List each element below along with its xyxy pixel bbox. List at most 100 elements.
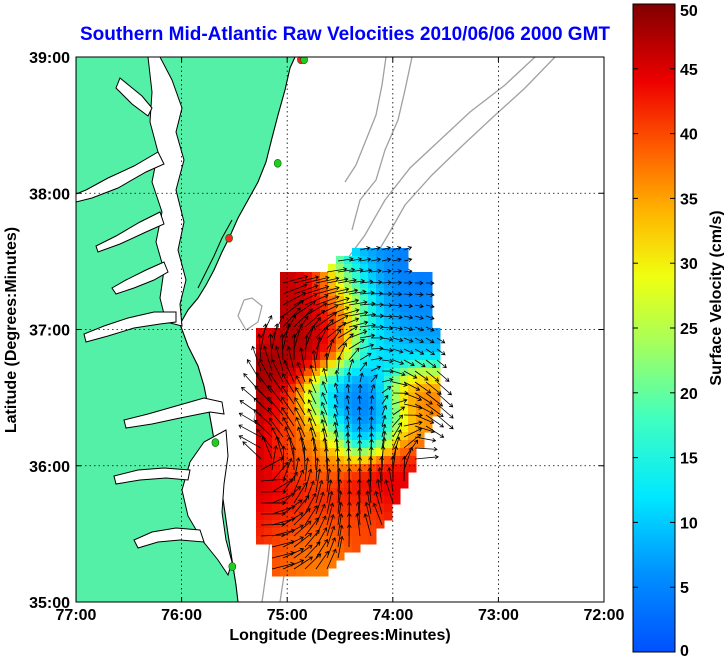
velocity-cell	[328, 496, 337, 505]
velocity-vector	[282, 323, 291, 350]
velocity-cell	[312, 480, 321, 489]
velocity-cell	[296, 552, 305, 561]
velocity-cell	[352, 496, 361, 505]
velocity-cell	[392, 496, 401, 505]
velocity-vector	[242, 441, 262, 460]
velocity-cell	[432, 368, 441, 377]
velocity-cell	[424, 312, 433, 321]
velocity-cell	[352, 472, 361, 481]
velocity-cell	[392, 416, 401, 425]
velocity-cell	[256, 416, 265, 425]
velocity-vector	[381, 404, 387, 416]
velocity-vector	[315, 276, 340, 284]
velocity-vector	[359, 268, 373, 274]
velocity-cell	[264, 512, 273, 521]
velocity-vector	[268, 333, 273, 361]
velocity-vector	[414, 337, 424, 343]
velocity-cell	[320, 560, 329, 569]
velocity-vector	[337, 490, 343, 515]
velocity-vector	[370, 291, 384, 296]
velocity-vector	[370, 268, 382, 274]
velocity-cell	[400, 352, 409, 361]
velocity-cell	[400, 416, 409, 425]
velocity-cell	[416, 320, 425, 329]
velocity-cell	[360, 464, 369, 473]
velocity-vector	[348, 358, 355, 372]
velocity-cell	[288, 344, 297, 353]
velocity-cell	[312, 360, 321, 369]
velocity-vector	[315, 491, 325, 515]
bay-upper-arm	[115, 77, 153, 117]
velocity-cell	[312, 304, 321, 313]
velocity-cell	[352, 528, 361, 537]
velocity-cell	[320, 384, 329, 393]
velocity-vector	[254, 419, 273, 438]
velocity-vector	[415, 280, 424, 286]
x-axis-ticks: 77:00 76:00 75:00 74:00 73:00 72:00	[56, 57, 625, 624]
velocity-cell	[368, 288, 377, 297]
velocity-vector	[281, 385, 295, 405]
velocity-vector	[258, 358, 273, 383]
velocity-cell	[320, 296, 329, 305]
velocity-cell	[288, 456, 297, 465]
velocity-vector	[381, 257, 392, 263]
velocity-cell	[296, 456, 305, 465]
velocity-vector	[414, 292, 424, 297]
velocity-cell	[304, 560, 313, 569]
velocity-cell	[368, 336, 377, 345]
velocity-cell	[264, 504, 273, 513]
velocity-cell	[368, 472, 377, 481]
velocity-cell	[384, 360, 393, 369]
velocity-vector	[381, 377, 394, 383]
velocity-cell	[368, 416, 377, 425]
velocity-cell	[304, 568, 313, 577]
velocity-cell	[384, 472, 393, 481]
velocity-cell	[272, 384, 281, 393]
velocity-cell	[296, 352, 305, 361]
velocity-cell	[368, 456, 377, 465]
velocity-vector	[425, 337, 435, 344]
velocity-vector	[326, 296, 350, 306]
velocity-cell	[304, 416, 313, 425]
velocity-cell	[392, 328, 401, 337]
velocity-vector	[425, 326, 435, 332]
velocity-cell	[296, 480, 305, 489]
velocity-vector	[372, 502, 383, 526]
velocity-cell	[368, 520, 377, 529]
velocity-vector	[337, 298, 360, 306]
x-tick-label: 76:00	[161, 607, 202, 624]
velocity-cell	[336, 520, 345, 529]
velocity-cell	[320, 416, 329, 425]
y-tick-label: 35:00	[29, 595, 70, 612]
velocity-cell	[328, 296, 337, 305]
velocity-cell	[344, 360, 353, 369]
velocity-cell	[304, 328, 313, 337]
velocity-cell	[328, 360, 337, 369]
velocity-cell	[400, 360, 409, 369]
velocity-vector	[414, 381, 432, 394]
velocity-cell	[352, 536, 361, 545]
velocity-vector	[271, 358, 284, 383]
velocity-cell	[296, 520, 305, 529]
velocity-cell	[360, 504, 369, 513]
y-axis-label: Latitude (Degrees:Minutes)	[3, 227, 20, 433]
velocity-vector	[293, 301, 316, 317]
velocity-vector	[320, 401, 328, 416]
velocity-cell	[384, 440, 393, 449]
velocity-cell	[312, 336, 321, 345]
colorbar-tick-label: 20	[680, 386, 698, 403]
velocity-cell	[320, 472, 329, 481]
velocity-cell	[256, 456, 265, 465]
velocity-cell	[416, 440, 425, 449]
velocity-cell	[368, 424, 377, 433]
grid-lines	[76, 57, 604, 602]
velocity-vector	[414, 315, 424, 320]
velocity-cell	[264, 360, 273, 369]
velocity-cell	[328, 440, 337, 449]
velocity-vector	[304, 517, 319, 537]
velocity-cell	[376, 352, 385, 361]
velocity-cell	[344, 432, 353, 441]
velocity-cell	[344, 400, 353, 409]
velocity-cell	[400, 280, 409, 289]
velocity-cell	[336, 464, 345, 473]
